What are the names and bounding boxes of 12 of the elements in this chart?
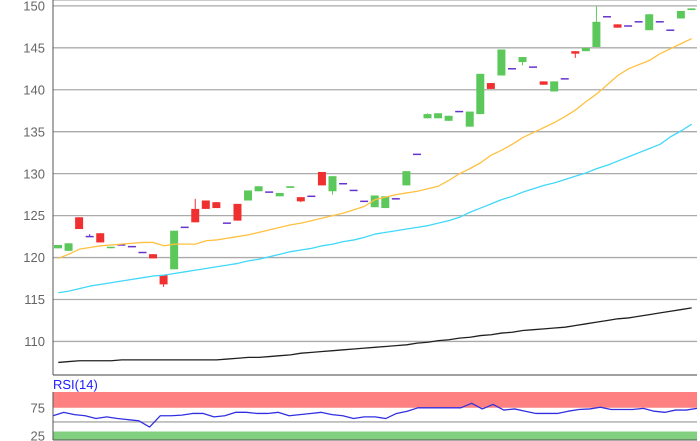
y-tick-label: 75: [30, 400, 45, 416]
y-tick-label: 25: [30, 428, 45, 441]
y-tick-label: 145: [23, 40, 45, 56]
y-tick-label: 135: [23, 124, 45, 140]
y-tick-label: 140: [23, 82, 45, 98]
y-tick-label: 115: [24, 292, 45, 308]
chart-title: RSI(14): [53, 377, 99, 392]
y-tick-label: 130: [23, 166, 45, 182]
y-tick-label: 125: [23, 208, 45, 224]
y-tick-label: 120: [23, 250, 45, 266]
y-tick-label: 150: [23, 0, 45, 14]
y-tick-label: 110: [24, 334, 45, 350]
